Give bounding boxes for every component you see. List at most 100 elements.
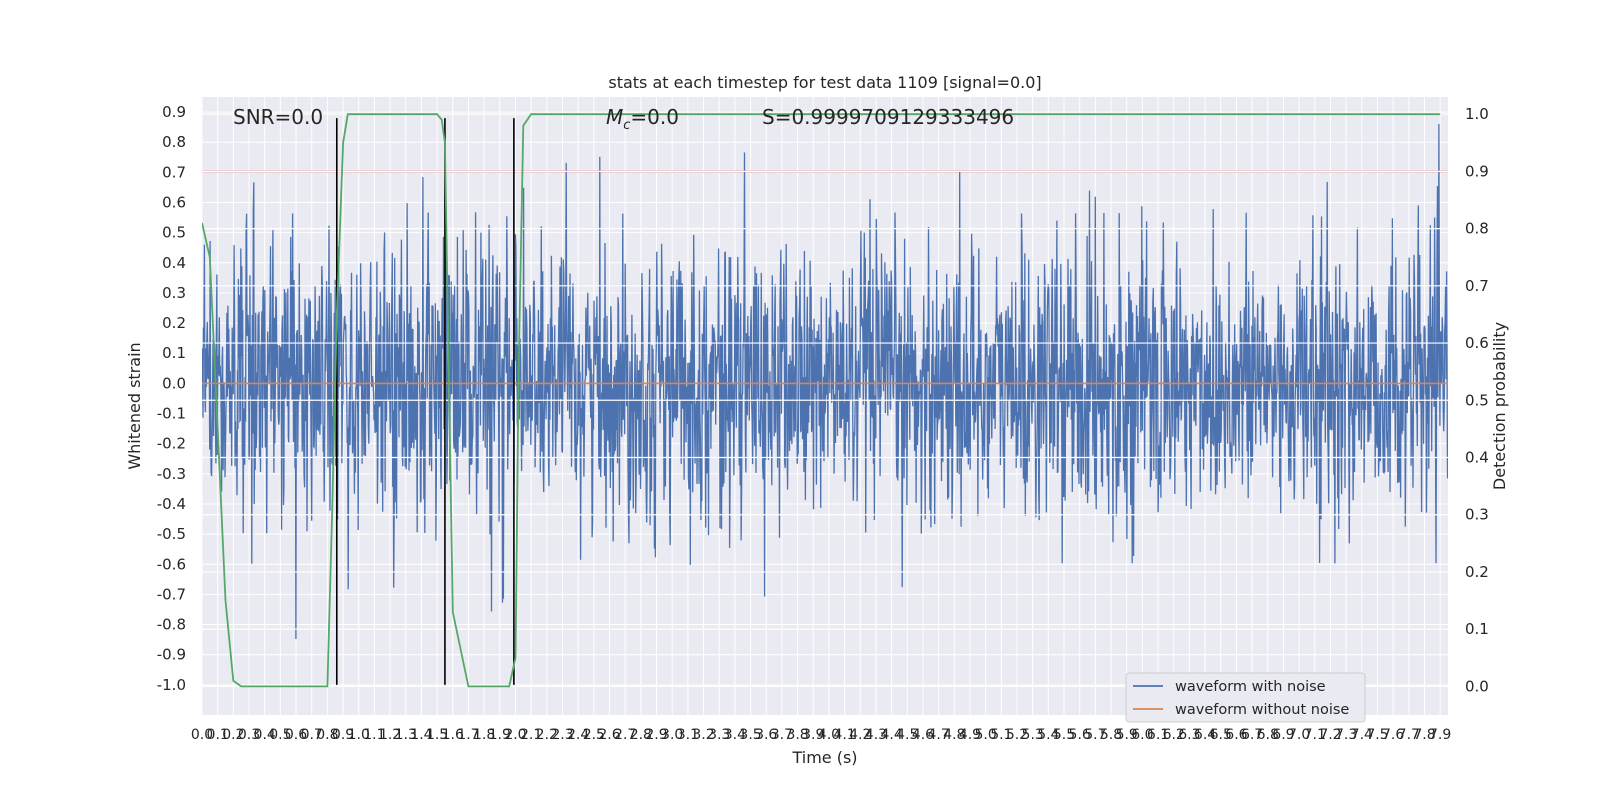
y-tick-label: -0.2	[157, 435, 186, 453]
x-tick-label: 5.1	[990, 727, 1012, 743]
x-axis-label: Time (s)	[791, 748, 857, 767]
x-tick-label: 2.5	[583, 727, 605, 743]
x-tick-label: 4.1	[833, 727, 855, 743]
y-axis-label: Whitened strain	[125, 342, 144, 469]
y-tick-label: 0.1	[162, 344, 186, 362]
x-tick-label: 5.8	[1100, 727, 1122, 743]
x-tick-label: 6.6	[1225, 727, 1247, 743]
x-tick-label: 7.8	[1413, 727, 1435, 743]
x-tick-label: 2.1	[520, 727, 542, 743]
x-tick-label: 0.2	[222, 727, 244, 743]
y2-tick-label: 0.0	[1465, 677, 1489, 695]
series-waveform-with-noise	[202, 123, 1448, 640]
x-tick-label: 4.4	[880, 727, 902, 743]
left-y-ticks: -1.0 -0.9 -0.8 -0.7 -0.6 -0.5 -0.4 -0.3 -0.2 -0.1…	[157, 103, 186, 694]
x-tick-label: 3.3	[708, 727, 730, 743]
y-tick-label: -0.5	[157, 525, 186, 543]
x-tick-label: 1.0	[348, 727, 370, 743]
y-tick-label: -0.4	[157, 495, 186, 513]
x-tick-label: 3.1	[677, 727, 699, 743]
x-tick-label: 2.7	[614, 727, 636, 743]
x-tick-label: 3.5	[739, 727, 761, 743]
x-tick-label: 1.7	[457, 727, 479, 743]
legend: waveform with noise waveform without noi…	[1125, 672, 1366, 723]
x-tick-label: 0.7	[301, 727, 323, 743]
x-tick-label: 3.8	[786, 727, 808, 743]
legend-box	[1125, 672, 1366, 723]
x-tick-label: 4.5	[896, 727, 918, 743]
x-tick-label: 0.6	[285, 727, 307, 743]
y-tick-label: 0.5	[162, 224, 186, 242]
x-tick-label: 7.5	[1366, 727, 1388, 743]
y2-tick-label: 0.3	[1465, 506, 1489, 524]
x-tick-label: 7.0	[1288, 727, 1310, 743]
x-tick-label: 2.9	[645, 727, 667, 743]
y-tick-label: 0.2	[162, 314, 186, 332]
x-tick-label: 5.0	[975, 727, 997, 743]
series-detection-probability	[202, 113, 1441, 688]
x-tick-label: 7.1	[1304, 727, 1326, 743]
x-tick-label: 1.8	[473, 727, 495, 743]
x-tick-label: 6.1	[1147, 727, 1169, 743]
x-tick-label: 6.9	[1272, 727, 1294, 743]
x-ticks: 0.00.10.20.30.40.50.60.70.80.91.01.11.21…	[191, 727, 1451, 743]
x-tick-label: 4.9	[959, 727, 981, 743]
y-tick-label: -1.0	[157, 676, 186, 694]
x-tick-label: 6.3	[1178, 727, 1200, 743]
y2-tick-label: 0.6	[1465, 334, 1489, 352]
x-tick-label: 3.4	[724, 727, 746, 743]
x-tick-label: 7.7	[1398, 727, 1420, 743]
y2-tick-label: 0.7	[1465, 277, 1489, 295]
y-tick-label: 0.3	[162, 284, 186, 302]
y2-tick-label: 0.4	[1465, 449, 1489, 467]
x-tick-label: 3.6	[755, 727, 777, 743]
x-tick-label: 0.8	[316, 727, 338, 743]
x-tick-label: 5.4	[1037, 727, 1059, 743]
x-tick-label: 1.4	[410, 727, 432, 743]
legend-label-clean: waveform without noise	[1175, 702, 1349, 718]
x-tick-label: 1.9	[489, 727, 511, 743]
x-tick-label: 2.2	[536, 727, 558, 743]
x-tick-label: 0.5	[269, 727, 291, 743]
x-tick-label: 2.3	[551, 727, 573, 743]
y2-tick-label: 0.5	[1465, 391, 1489, 409]
x-tick-label: 4.3	[865, 727, 887, 743]
y2-tick-label: 0.9	[1465, 162, 1489, 180]
x-tick-label: 0.9	[332, 727, 354, 743]
y-tick-label: -0.8	[157, 616, 186, 634]
x-tick-label: 7.9	[1429, 727, 1451, 743]
x-tick-label: 7.6	[1382, 727, 1404, 743]
right-axis-grid	[202, 113, 1448, 687]
y-tick-label: -0.1	[157, 405, 186, 423]
snr-annotation: SNR=0.0	[233, 105, 323, 129]
right-y-ticks: 0.0 0.1 0.2 0.3 0.4 0.5 0.6 0.7 0.8 0.9 1.0	[1465, 105, 1489, 695]
y-tick-label: -0.7	[157, 585, 186, 603]
x-tick-label: 0.0	[191, 727, 213, 743]
x-tick-label: 6.4	[1194, 727, 1216, 743]
x-tick-label: 3.9	[802, 727, 824, 743]
x-tick-label: 1.5	[426, 727, 448, 743]
mc-subscript: c	[623, 118, 630, 133]
y2-tick-label: 0.1	[1465, 620, 1489, 638]
x-tick-label: 5.5	[1053, 727, 1075, 743]
x-tick-label: 6.2	[1163, 727, 1185, 743]
mc-annotation: Mc=0.0	[606, 105, 679, 133]
x-tick-label: 6.8	[1257, 727, 1279, 743]
x-tick-label: 0.1	[207, 727, 229, 743]
x-tick-label: 6.7	[1241, 727, 1263, 743]
x-tick-label: 1.6	[442, 727, 464, 743]
x-tick-label: 5.6	[1069, 727, 1091, 743]
x-tick-label: 4.0	[818, 727, 840, 743]
y2-axis-label: Detection probability	[1490, 322, 1509, 490]
x-tick-label: 7.4	[1351, 727, 1373, 743]
x-tick-label: 7.3	[1335, 727, 1357, 743]
chart-title: stats at each timestep for test data 110…	[608, 73, 1041, 92]
x-tick-label: 0.4	[254, 727, 276, 743]
x-tick-label: 4.7	[927, 727, 949, 743]
y-tick-label: -0.6	[157, 555, 186, 573]
y-tick-label: 0.0	[162, 374, 186, 392]
mc-value: =0.0	[630, 105, 679, 129]
x-tick-label: 6.5	[1210, 727, 1232, 743]
x-tick-label: 6.0	[1131, 727, 1153, 743]
